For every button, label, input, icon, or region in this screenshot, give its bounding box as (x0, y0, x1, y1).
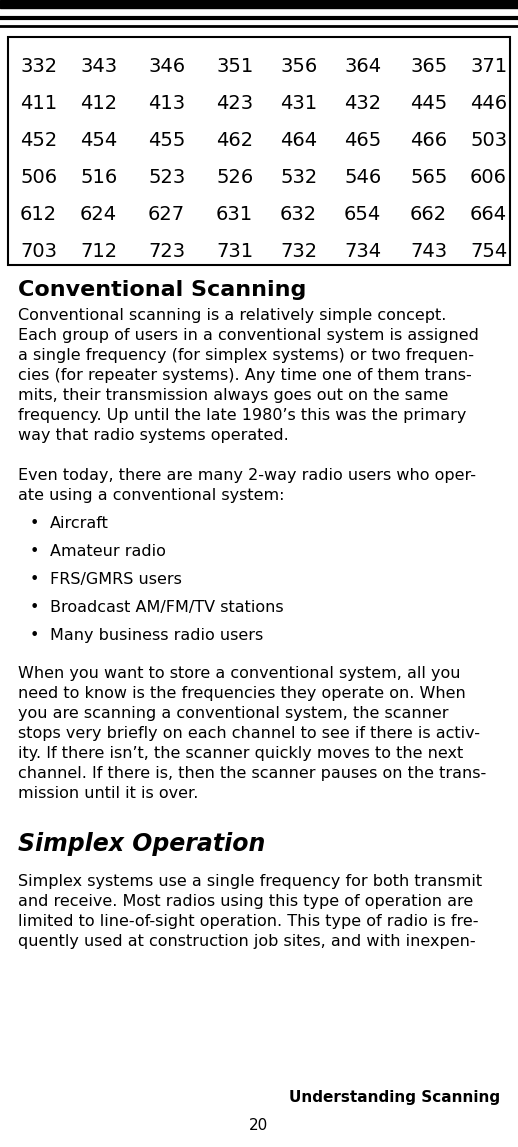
Text: Many business radio users: Many business radio users (50, 629, 263, 643)
Text: 565: 565 (410, 167, 448, 187)
Text: ate using a conventional system:: ate using a conventional system: (18, 487, 284, 504)
Text: 365: 365 (410, 57, 447, 76)
Text: 664: 664 (470, 205, 507, 224)
Text: you are scanning a conventional system, the scanner: you are scanning a conventional system, … (18, 707, 449, 721)
Text: 413: 413 (148, 94, 185, 114)
Text: 632: 632 (280, 205, 317, 224)
Text: ity. If there isn’t, the scanner quickly moves to the next: ity. If there isn’t, the scanner quickly… (18, 746, 463, 760)
Text: Amateur radio: Amateur radio (50, 544, 166, 559)
Text: 606: 606 (470, 167, 507, 187)
Text: mission until it is over.: mission until it is over. (18, 786, 198, 801)
Text: Even today, there are many 2-way radio users who oper-: Even today, there are many 2-way radio u… (18, 468, 476, 483)
Text: Each group of users in a conventional system is assigned: Each group of users in a conventional sy… (18, 328, 479, 343)
Text: 631: 631 (216, 205, 253, 224)
Text: need to know is the frequencies they operate on. When: need to know is the frequencies they ope… (18, 686, 466, 701)
Text: 423: 423 (216, 94, 253, 114)
Text: •: • (30, 629, 39, 643)
Text: way that radio systems operated.: way that radio systems operated. (18, 428, 289, 443)
Text: 734: 734 (344, 242, 381, 262)
Text: 445: 445 (410, 94, 447, 114)
Text: 612: 612 (20, 205, 57, 224)
Text: channel. If there is, then the scanner pauses on the trans-: channel. If there is, then the scanner p… (18, 766, 486, 781)
Text: 356: 356 (280, 57, 317, 76)
Text: and receive. Most radios using this type of operation are: and receive. Most radios using this type… (18, 894, 473, 910)
Text: 516: 516 (80, 167, 117, 187)
Text: Conventional scanning is a relatively simple concept.: Conventional scanning is a relatively si… (18, 309, 447, 323)
Text: 654: 654 (344, 205, 381, 224)
Text: •: • (30, 572, 39, 587)
Text: 466: 466 (410, 131, 447, 150)
Text: Simplex Operation: Simplex Operation (18, 832, 265, 856)
Text: FRS/GMRS users: FRS/GMRS users (50, 572, 182, 587)
Text: 754: 754 (470, 242, 507, 262)
Text: •: • (30, 600, 39, 615)
Text: 624: 624 (80, 205, 117, 224)
Text: 523: 523 (148, 167, 185, 187)
Text: 343: 343 (80, 57, 117, 76)
Text: 364: 364 (344, 57, 381, 76)
Text: a single frequency (for simplex systems) or two frequen-: a single frequency (for simplex systems)… (18, 348, 474, 362)
Text: 506: 506 (20, 167, 57, 187)
Text: 731: 731 (216, 242, 253, 262)
Text: frequency. Up until the late 1980’s this was the primary: frequency. Up until the late 1980’s this… (18, 408, 466, 423)
Text: 346: 346 (148, 57, 185, 76)
Text: mits, their transmission always goes out on the same: mits, their transmission always goes out… (18, 388, 449, 403)
Text: •: • (30, 516, 39, 531)
Text: 662: 662 (410, 205, 447, 224)
Text: 462: 462 (216, 131, 253, 150)
Text: 20: 20 (249, 1118, 269, 1133)
Text: Conventional Scanning: Conventional Scanning (18, 280, 306, 301)
Text: Simplex systems use a single frequency for both transmit: Simplex systems use a single frequency f… (18, 874, 482, 889)
Text: Understanding Scanning: Understanding Scanning (289, 1090, 500, 1105)
Text: •: • (30, 544, 39, 559)
Text: 465: 465 (344, 131, 381, 150)
Text: 446: 446 (470, 94, 507, 114)
Text: 454: 454 (80, 131, 117, 150)
Text: Broadcast AM/FM/TV stations: Broadcast AM/FM/TV stations (50, 600, 284, 615)
Text: 503: 503 (470, 131, 507, 150)
Text: Aircraft: Aircraft (50, 516, 109, 531)
Text: 703: 703 (20, 242, 57, 262)
Text: 732: 732 (280, 242, 317, 262)
Text: 452: 452 (20, 131, 57, 150)
Bar (0, 0, 518, 8)
Text: 532: 532 (280, 167, 317, 187)
Text: 455: 455 (148, 131, 185, 150)
Text: 351: 351 (216, 57, 253, 76)
Text: 526: 526 (216, 167, 253, 187)
Text: 371: 371 (470, 57, 507, 76)
Bar (8, 37, 510, 265)
Text: 432: 432 (344, 94, 381, 114)
Text: 412: 412 (80, 94, 117, 114)
Text: 332: 332 (20, 57, 57, 76)
Text: 431: 431 (280, 94, 317, 114)
Text: 712: 712 (80, 242, 117, 262)
Text: When you want to store a conventional system, all you: When you want to store a conventional sy… (18, 666, 461, 681)
Text: cies (for repeater systems). Any time one of them trans-: cies (for repeater systems). Any time on… (18, 368, 472, 383)
Text: 627: 627 (148, 205, 185, 224)
Text: 411: 411 (20, 94, 57, 114)
Text: 723: 723 (148, 242, 185, 262)
Text: limited to line-of-sight operation. This type of radio is fre-: limited to line-of-sight operation. This… (18, 914, 479, 929)
Text: quently used at construction job sites, and with inexpen-: quently used at construction job sites, … (18, 934, 476, 949)
Text: 464: 464 (280, 131, 317, 150)
Text: 546: 546 (344, 167, 381, 187)
Text: 743: 743 (410, 242, 447, 262)
Text: stops very briefly on each channel to see if there is activ-: stops very briefly on each channel to se… (18, 726, 480, 741)
